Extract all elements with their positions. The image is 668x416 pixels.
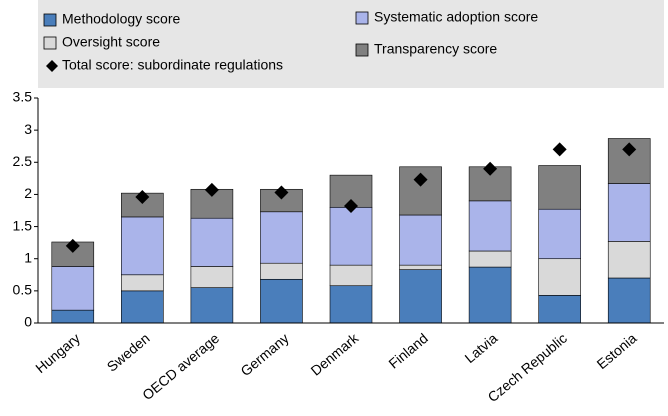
bar-segment xyxy=(468,266,512,324)
bar-segment xyxy=(121,274,164,292)
bar-segment xyxy=(399,269,442,324)
legend-label: Systematic adoption score xyxy=(374,9,538,25)
y-tick-label: 0.5 xyxy=(13,282,33,298)
legend-swatch xyxy=(43,36,57,50)
bar-segment xyxy=(468,200,512,252)
bar-segment xyxy=(538,165,581,210)
bar-segment xyxy=(399,264,442,270)
y-tick-label: 1.5 xyxy=(13,217,33,233)
bar-segment xyxy=(399,214,442,266)
legend-label: Oversight score xyxy=(62,34,160,50)
bar-segment xyxy=(329,206,373,266)
bar-segment xyxy=(538,258,581,296)
y-tick-label: 0 xyxy=(24,314,32,330)
x-tick-label: Denmark xyxy=(308,329,363,378)
bar-segment xyxy=(260,262,303,280)
x-tick-label: Latvia xyxy=(462,330,501,366)
bar-segment xyxy=(190,217,234,267)
legend-diamond xyxy=(46,60,58,72)
legend-swatch xyxy=(355,43,369,57)
x-tick-label: Estonia xyxy=(593,330,639,372)
bar-segment xyxy=(607,277,651,324)
total-marker xyxy=(344,199,358,213)
bar-segment xyxy=(51,309,95,324)
bar-segment xyxy=(121,216,164,276)
x-tick-label: Hungary xyxy=(32,330,83,376)
bar-segment xyxy=(260,211,303,264)
total-marker xyxy=(413,172,428,187)
bar-segment xyxy=(329,264,373,287)
legend-background xyxy=(38,0,664,88)
bar-segment xyxy=(538,295,581,324)
bar-segment xyxy=(329,285,373,324)
y-tick-label: 2 xyxy=(24,185,32,201)
total-marker xyxy=(65,238,80,253)
y-tick-label: 2.5 xyxy=(13,153,33,169)
y-tick-label: 3.5 xyxy=(13,89,33,105)
bar-segment xyxy=(538,208,581,260)
total-marker xyxy=(135,190,150,204)
total-marker xyxy=(204,182,219,197)
bar-segment xyxy=(607,183,651,242)
bar-segment xyxy=(607,241,651,279)
x-tick-label: Germany xyxy=(237,330,291,379)
y-tick-label: 3 xyxy=(24,121,32,137)
legend-label: Transparency score xyxy=(374,41,497,57)
total-marker xyxy=(483,161,498,176)
total-marker xyxy=(622,142,637,157)
total-marker xyxy=(274,185,289,200)
legend-label: Methodology score xyxy=(62,11,181,27)
bar-segment xyxy=(121,290,164,324)
legend-swatch xyxy=(43,13,57,27)
x-tick-label: Sweden xyxy=(104,330,153,375)
total-marker xyxy=(552,142,567,157)
bar-segment xyxy=(190,266,234,288)
bar-segment xyxy=(260,278,303,324)
x-tick-label: OECD average xyxy=(139,330,222,403)
legend-swatch xyxy=(355,11,369,25)
legend-label: Total score: subordinate regulations xyxy=(62,57,283,73)
bar-segment xyxy=(190,287,234,324)
y-tick-label: 1 xyxy=(24,249,32,265)
bar-segment xyxy=(51,266,95,311)
x-tick-label: Finland xyxy=(385,330,430,372)
bar-segment xyxy=(468,250,512,268)
